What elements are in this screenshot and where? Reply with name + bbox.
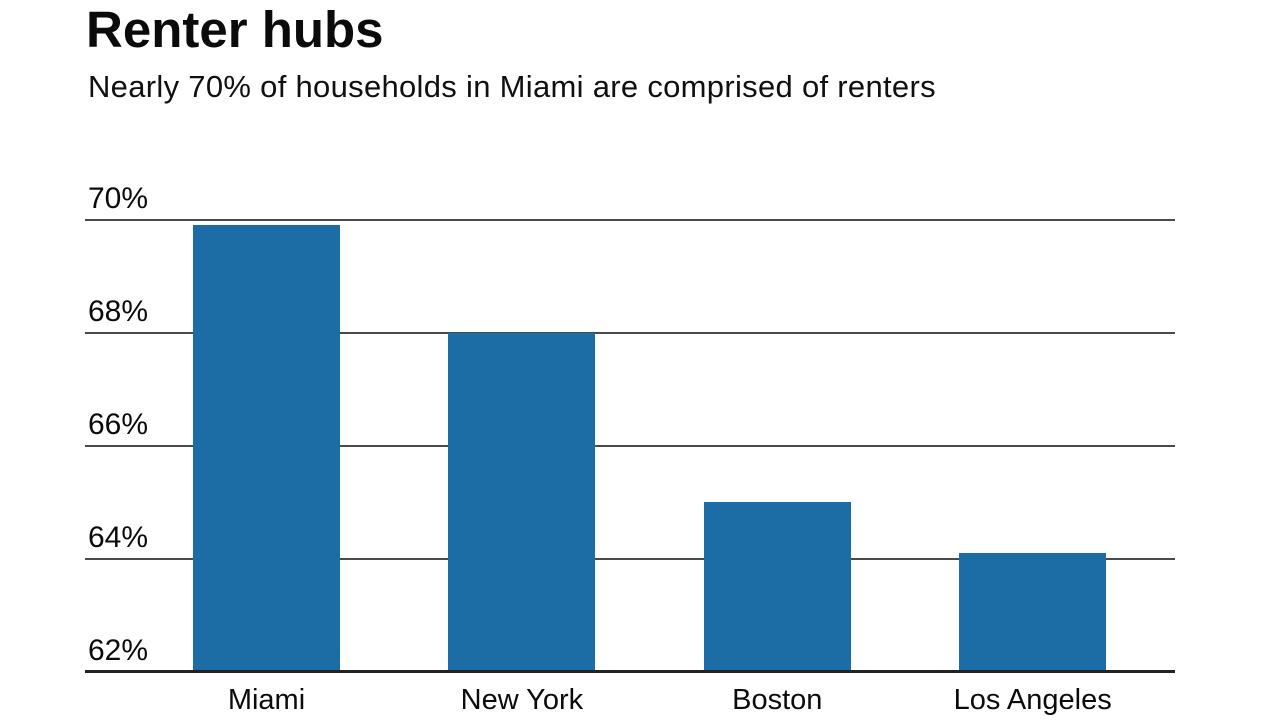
bar-los-angeles: [959, 552, 1107, 672]
y-tick-label: 62%: [88, 633, 149, 667]
gridline-70: [85, 218, 1175, 221]
bar-new-york: [448, 332, 596, 672]
gridline-64: [85, 557, 1175, 560]
chart-title: Renter hubs: [86, 1, 384, 58]
y-tick-label: 70%: [88, 181, 149, 215]
x-tick-label: Miami: [227, 684, 306, 716]
bar-boston: [703, 502, 851, 672]
x-tick-label: Los Angeles: [953, 684, 1112, 716]
chart-subtitle: Nearly 70% of households in Miami are co…: [88, 69, 936, 104]
y-tick-label: 66%: [88, 407, 149, 441]
gridline-68: [85, 331, 1175, 334]
bar-miami: [193, 225, 340, 672]
x-axis-line: [85, 670, 1175, 673]
gridline-66: [85, 444, 1175, 447]
x-tick-label: New York: [460, 684, 584, 716]
y-tick-label: 68%: [88, 294, 149, 328]
x-tick-label: Boston: [732, 684, 823, 716]
y-tick-label: 64%: [88, 520, 149, 554]
